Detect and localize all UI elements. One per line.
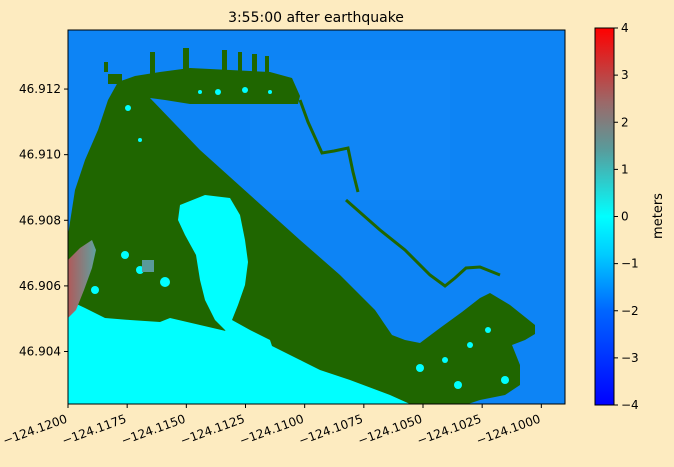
y-tick-label: 46.906 — [19, 279, 61, 293]
heatmap-area — [68, 30, 565, 404]
colorbar-axis: 4 3 2 1 0 −1 −2 −3 −4 — [614, 21, 639, 412]
colorbar-tick-label: −4 — [621, 398, 639, 412]
colorbar-tick-label: 3 — [621, 68, 629, 82]
plot-frame — [67, 29, 566, 405]
x-tick-label: −124.1075 — [297, 412, 365, 448]
y-tick-label: 46.908 — [19, 213, 61, 227]
x-tick-label: −124.1125 — [178, 412, 246, 448]
x-tick-label: −124.1050 — [356, 412, 424, 448]
x-tick-label: −124.1150 — [119, 412, 187, 448]
colorbar-label: meters — [651, 193, 666, 239]
y-tick-label: 46.910 — [19, 148, 61, 162]
y-tick-label: 46.912 — [19, 82, 61, 96]
breakwater — [298, 99, 501, 288]
flooded-areas — [68, 87, 509, 404]
land-mass — [68, 68, 535, 404]
colorbar-tick-label: −3 — [621, 351, 639, 365]
colorbar-tick-label: 4 — [621, 21, 629, 35]
colorbar-tick-label: 2 — [621, 115, 629, 129]
y-axis: 46.904 46.906 46.908 46.910 46.912 — [19, 82, 68, 359]
teal-patch — [142, 260, 154, 272]
colorbar-tick-label: 1 — [621, 162, 629, 176]
x-tick-label: −124.1175 — [60, 412, 128, 448]
colorbar-tick-label: −1 — [621, 257, 639, 271]
x-axis: −124.1200−124.1175−124.1150−124.1125−124… — [1, 404, 542, 448]
colorbar-tick-label: 0 — [621, 210, 629, 224]
western-high-water — [68, 240, 96, 318]
x-tick-label: −124.1100 — [238, 412, 306, 448]
chart-title: 3:55:00 after earthquake — [228, 10, 404, 26]
colorbar — [594, 27, 615, 406]
x-tick-label: −124.1000 — [474, 412, 542, 448]
jetty-north — [104, 48, 269, 84]
colorbar-tick-label: −2 — [621, 304, 639, 318]
x-tick-label: −124.1200 — [1, 412, 69, 448]
x-tick-label: −124.1025 — [415, 412, 483, 448]
y-tick-label: 46.904 — [19, 345, 61, 359]
